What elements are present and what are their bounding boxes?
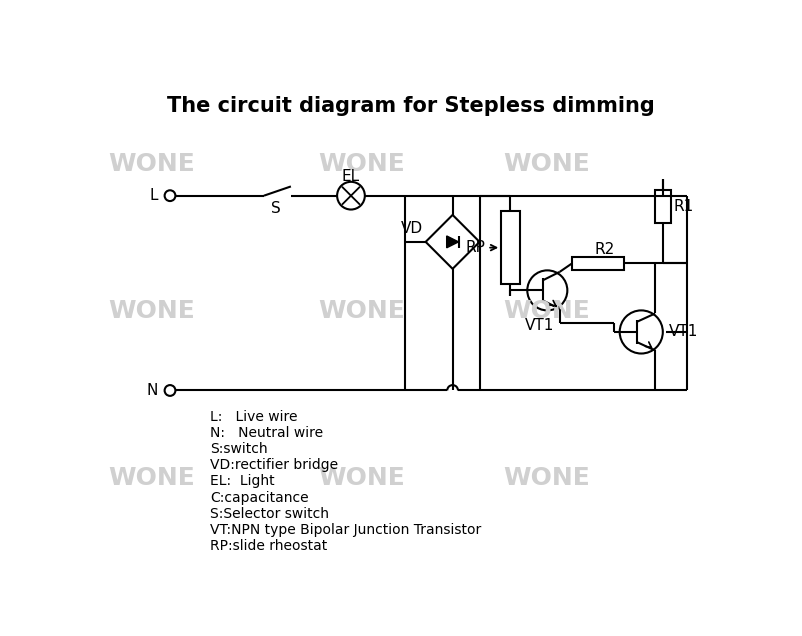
Bar bbox=[572, 258, 624, 270]
Text: S:switch: S:switch bbox=[210, 442, 268, 456]
Text: VT1: VT1 bbox=[525, 318, 554, 333]
Bar bbox=[501, 211, 520, 284]
Text: L: L bbox=[149, 188, 158, 203]
Text: L:   Live wire: L: Live wire bbox=[210, 410, 298, 424]
Text: R1: R1 bbox=[674, 199, 694, 214]
Text: RP: RP bbox=[465, 240, 485, 255]
Text: RP:slide rheostat: RP:slide rheostat bbox=[210, 539, 327, 553]
Text: WONE: WONE bbox=[318, 300, 405, 323]
Text: WONE: WONE bbox=[504, 466, 590, 490]
Text: S: S bbox=[270, 201, 281, 216]
Text: C:capacitance: C:capacitance bbox=[210, 490, 309, 504]
Text: VT:NPN type Bipolar Junction Transistor: VT:NPN type Bipolar Junction Transistor bbox=[210, 523, 481, 537]
Text: N:   Neutral wire: N: Neutral wire bbox=[210, 426, 323, 440]
Text: WONE: WONE bbox=[318, 153, 405, 176]
Text: S:Selector switch: S:Selector switch bbox=[210, 507, 329, 521]
Text: WONE: WONE bbox=[108, 153, 195, 176]
Text: WONE: WONE bbox=[318, 466, 405, 490]
Text: WONE: WONE bbox=[108, 466, 195, 490]
Text: WONE: WONE bbox=[504, 153, 590, 176]
Text: VD: VD bbox=[401, 221, 423, 237]
Text: N: N bbox=[146, 383, 158, 398]
Text: The circuit diagram for Stepless dimming: The circuit diagram for Stepless dimming bbox=[167, 95, 655, 116]
Text: R2: R2 bbox=[594, 242, 614, 257]
Polygon shape bbox=[447, 236, 459, 248]
Text: EL: EL bbox=[342, 169, 360, 184]
Bar bbox=[655, 190, 670, 223]
Text: VT1: VT1 bbox=[669, 324, 699, 340]
Text: WONE: WONE bbox=[504, 300, 590, 323]
Text: WONE: WONE bbox=[108, 300, 195, 323]
Text: VD:rectifier bridge: VD:rectifier bridge bbox=[210, 458, 338, 472]
Text: EL:  Light: EL: Light bbox=[210, 474, 274, 488]
